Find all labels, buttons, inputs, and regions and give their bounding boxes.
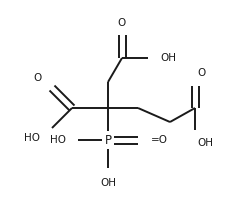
- Text: O: O: [34, 73, 42, 83]
- Text: O: O: [197, 68, 205, 78]
- Text: =O: =O: [151, 135, 168, 145]
- Text: OH: OH: [197, 138, 213, 148]
- Text: OH: OH: [100, 178, 116, 188]
- Text: HO: HO: [24, 133, 40, 143]
- Text: O: O: [118, 18, 126, 28]
- Text: OH: OH: [160, 53, 176, 63]
- Text: P: P: [104, 134, 111, 147]
- Text: HO: HO: [50, 135, 66, 145]
